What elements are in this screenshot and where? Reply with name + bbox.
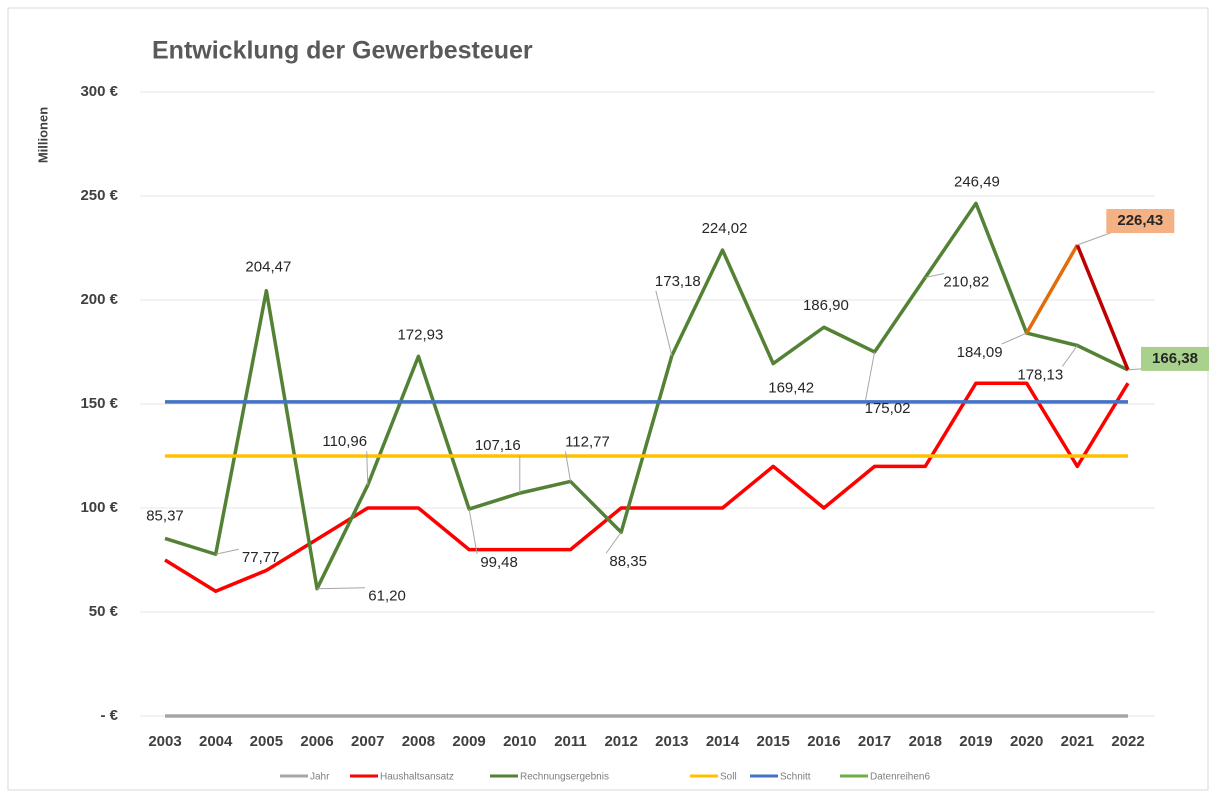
leader-line [655, 290, 673, 356]
data-label: 169,42 [768, 380, 814, 397]
x-tick-label: 2004 [199, 733, 233, 750]
x-tick-label: 2014 [706, 733, 740, 750]
data-label: 99,48 [480, 554, 518, 571]
data-label: 61,20 [368, 588, 406, 605]
line-segment [1025, 244, 1079, 334]
x-tick-label: 2012 [604, 733, 637, 750]
data-label: 172,93 [397, 326, 443, 343]
data-label: 210,82 [943, 273, 989, 290]
leader-line [1061, 345, 1078, 367]
x-tick-label: 2018 [909, 733, 942, 750]
legend-label: Haushaltsansatz [380, 772, 454, 783]
legend-label: Datenreihen6 [870, 772, 930, 783]
data-label: 166,38 [1152, 350, 1198, 367]
chart-border [7, 7, 1209, 791]
leader-line [215, 548, 239, 555]
y-tick-label: 150 € [80, 395, 118, 412]
line [164, 201, 1129, 591]
data-label: 85,37 [146, 507, 184, 524]
data-label: 175,02 [865, 400, 911, 417]
y-tick-label: 250 € [80, 187, 118, 204]
legend-label: Jahr [310, 772, 330, 783]
x-tick-label: 2013 [655, 733, 688, 750]
y-tick-label: 300 € [80, 83, 118, 100]
data-label: 224,02 [702, 220, 748, 237]
data-label: 173,18 [655, 273, 701, 290]
data-label: 110,96 [322, 433, 367, 450]
legend-label: Schnitt [780, 772, 811, 783]
legend-label: Soll [720, 772, 737, 783]
x-tick-label: 2009 [452, 733, 485, 750]
line-segment [1075, 244, 1130, 371]
data-label: 226,43 [1117, 212, 1163, 229]
leader-line [1001, 332, 1027, 345]
y-tick-label: - € [100, 707, 118, 724]
data-label: 204,47 [245, 259, 291, 276]
x-tick-label: 2019 [959, 733, 992, 750]
x-tick-label: 2015 [757, 733, 790, 750]
data-label: 77,77 [242, 549, 280, 566]
data-label: 88,35 [609, 553, 647, 570]
x-tick-label: 2010 [503, 733, 536, 750]
y-tick-label: 100 € [80, 499, 118, 516]
data-label: 178,13 [1017, 366, 1063, 383]
data-label: 246,49 [954, 173, 1000, 190]
line [164, 381, 1130, 593]
y-tick-label: 200 € [80, 291, 118, 308]
data-label: 107,16 [475, 437, 521, 454]
leader-line [865, 351, 876, 401]
x-tick-label: 2003 [148, 733, 181, 750]
label-box [1141, 346, 1209, 371]
x-tick-label: 2016 [807, 733, 840, 750]
leader-line [564, 451, 571, 482]
x-tick-label: 2005 [250, 733, 283, 750]
x-tick-label: 2007 [351, 733, 384, 750]
x-tick-label: 2006 [300, 733, 333, 750]
data-label: 112,77 [565, 433, 610, 450]
legend-label: Rechnungsergebnis [520, 772, 609, 783]
y-axis-label: Millionen [35, 107, 50, 163]
leader-line [605, 531, 622, 554]
leader-line [366, 451, 369, 486]
data-label: 186,90 [803, 297, 849, 314]
data-label: 184,09 [957, 344, 1003, 361]
x-tick-label: 2020 [1010, 733, 1043, 750]
leader-line [468, 508, 478, 555]
y-tick-label: 50 € [89, 603, 119, 620]
leader-line [925, 273, 945, 278]
x-tick-label: 2011 [554, 733, 587, 750]
x-tick-label: 2021 [1061, 733, 1094, 750]
leader-line [317, 587, 366, 590]
x-tick-label: 2008 [402, 733, 435, 750]
label-box [1106, 209, 1175, 234]
x-tick-label: 2017 [858, 733, 891, 750]
x-tick-label: 2022 [1111, 733, 1144, 750]
chart-title: Entwicklung der Gewerbesteuer [152, 37, 533, 65]
